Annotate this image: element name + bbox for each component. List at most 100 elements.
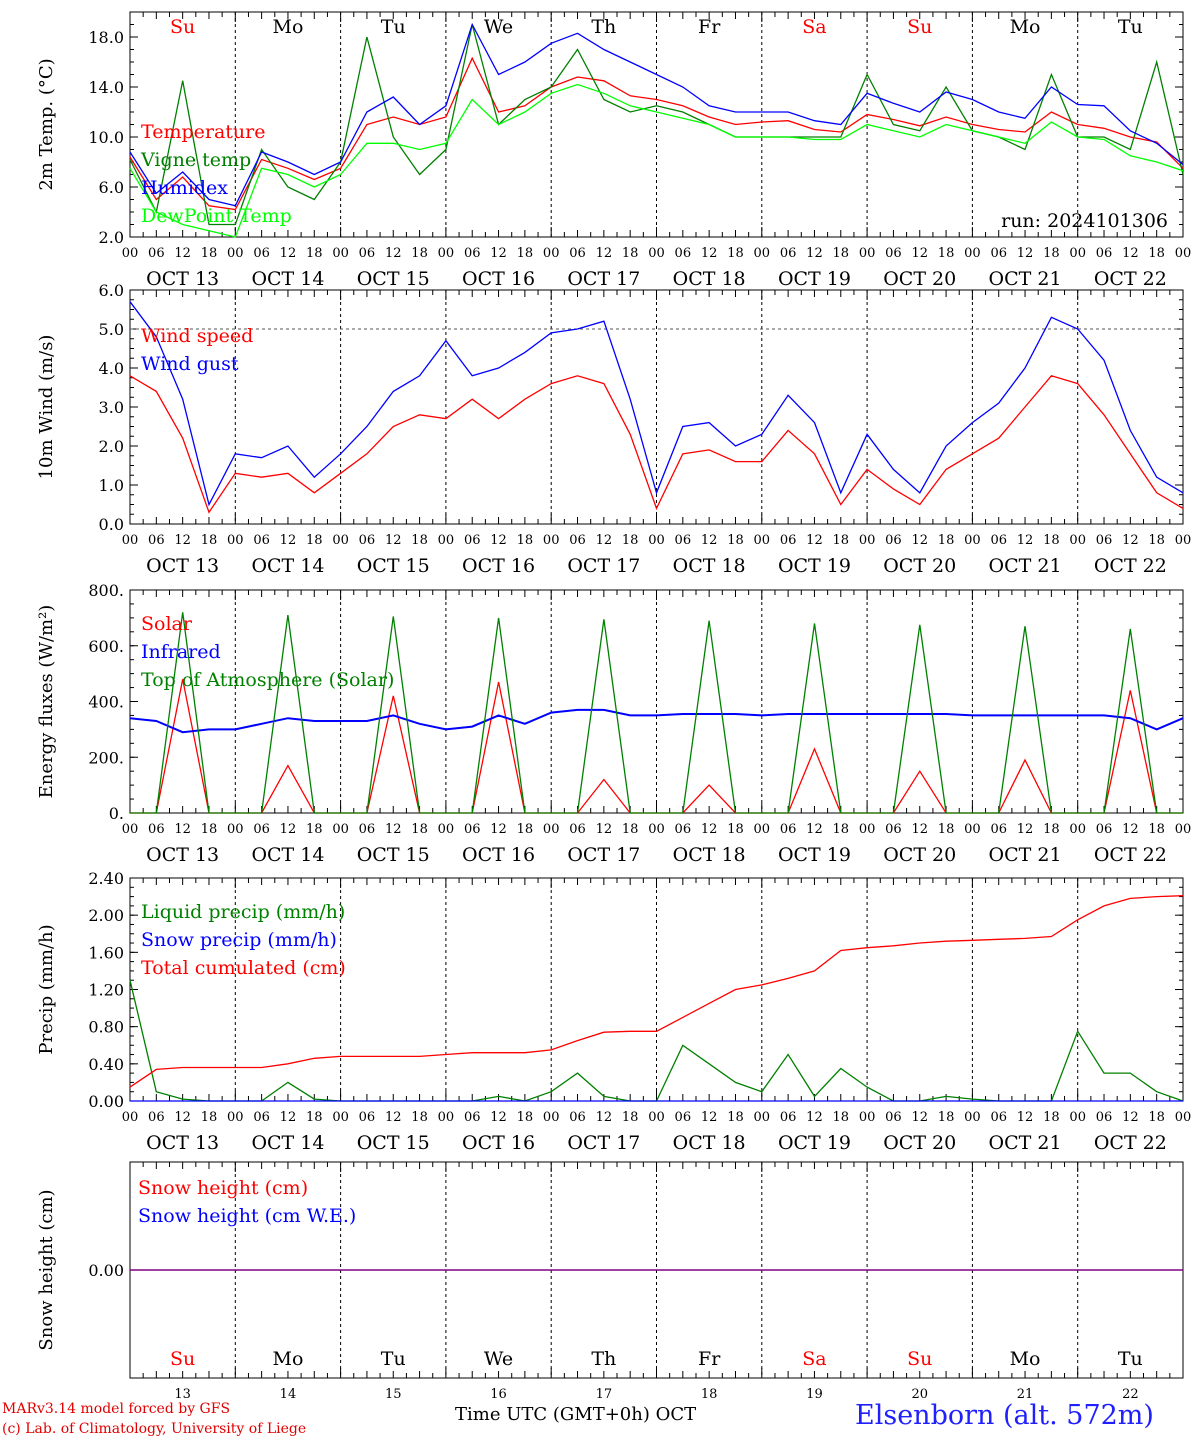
y-tick-label: 0.00	[88, 1261, 124, 1280]
series-line-infrared	[129, 708, 1184, 734]
date-label: OCT 13	[146, 844, 219, 866]
day-name-top: Tu	[381, 16, 406, 38]
hour-tick-label: 18	[938, 533, 955, 548]
hour-tick-label: 12	[1122, 533, 1139, 548]
hour-tick-label: 00	[964, 246, 981, 261]
hour-tick-label: 06	[569, 246, 586, 261]
hour-tick-label: 18	[1043, 533, 1060, 548]
hour-tick-label: 06	[569, 1110, 586, 1125]
day-number: 14	[280, 1387, 297, 1402]
hour-tick-label: 18	[938, 246, 955, 261]
y-tick-label: 600.	[88, 637, 124, 656]
y-tick-label: 14.0	[88, 78, 124, 97]
hour-tick-label: 00	[227, 822, 244, 837]
hour-tick-label: 12	[385, 1110, 402, 1125]
hour-tick-label: 00	[438, 1110, 455, 1125]
hour-tick-label: 18	[622, 822, 639, 837]
day-name-top: Su	[170, 16, 195, 38]
hour-tick-label: 18	[833, 246, 850, 261]
date-label: OCT 14	[251, 1132, 324, 1154]
hour-tick-label: 00	[648, 246, 665, 261]
hour-tick-label: 18	[622, 246, 639, 261]
hour-tick-label: 12	[174, 533, 191, 548]
hour-tick-label: 06	[1096, 246, 1113, 261]
hour-tick-label: 06	[885, 533, 902, 548]
hour-tick-label: 18	[622, 1110, 639, 1125]
series-line-dewpoint-temp	[129, 83, 1184, 238]
day-number: 22	[1122, 1387, 1139, 1402]
legend-entry: DewPoint Temp	[141, 205, 292, 227]
y-tick-label: 2.00	[88, 906, 124, 925]
hour-tick-label: 12	[911, 533, 928, 548]
hour-tick-label: 00	[754, 533, 771, 548]
day-name-bottom: We	[484, 1348, 513, 1370]
y-tick-label: 0.	[109, 804, 124, 823]
date-label: OCT 15	[357, 844, 430, 866]
lab-credit: (c) Lab. of Climatology, University of L…	[2, 1421, 307, 1437]
hour-tick-label: 18	[1148, 822, 1165, 837]
legend-entry: Top of Atmosphere (Solar)	[141, 669, 394, 691]
hour-tick-label: 00	[964, 822, 981, 837]
hour-tick-label: 18	[938, 822, 955, 837]
hour-tick-label: 06	[464, 246, 481, 261]
hour-tick-label: 00	[122, 1110, 139, 1125]
date-label: OCT 16	[462, 268, 535, 290]
hour-tick-label: 00	[122, 533, 139, 548]
series-line-temperature	[129, 56, 1184, 211]
hour-tick-label: 06	[780, 1110, 797, 1125]
hour-tick-label: 06	[885, 1110, 902, 1125]
legend-entry: Total cumulated (cm)	[141, 957, 346, 979]
day-name-bottom: Su	[907, 1348, 932, 1370]
hour-tick-label: 12	[701, 533, 718, 548]
hour-tick-label: 18	[411, 246, 428, 261]
hour-tick-label: 12	[1017, 822, 1034, 837]
hour-tick-label: 12	[490, 246, 507, 261]
hour-tick-label: 18	[833, 822, 850, 837]
date-label: OCT 17	[567, 1132, 640, 1154]
date-label: OCT 21	[989, 555, 1062, 577]
legend-entry: Wind speed	[141, 325, 253, 347]
hour-tick-label: 12	[174, 1110, 191, 1125]
hour-tick-label: 18	[411, 822, 428, 837]
legend-entry: Snow height (cm W.E.)	[138, 1205, 356, 1227]
hour-tick-label: 06	[780, 533, 797, 548]
date-label: OCT 13	[146, 555, 219, 577]
day-name-bottom: Tu	[381, 1348, 406, 1370]
hour-tick-label: 06	[885, 822, 902, 837]
day-name-top: Sa	[802, 16, 826, 38]
date-label: OCT 19	[778, 1132, 851, 1154]
hour-tick-label: 00	[1175, 246, 1192, 261]
hour-tick-label: 12	[385, 246, 402, 261]
hour-tick-label: 00	[1175, 822, 1192, 837]
y-tick-label: 400.	[88, 693, 124, 712]
date-label: OCT 20	[883, 844, 956, 866]
date-label: OCT 22	[1094, 844, 1167, 866]
hour-tick-label: 18	[306, 822, 323, 837]
hour-tick-label: 18	[1148, 246, 1165, 261]
hour-tick-label: 00	[122, 246, 139, 261]
day-number: 16	[490, 1387, 507, 1402]
hour-tick-label: 00	[754, 1110, 771, 1125]
hour-tick-label: 18	[517, 822, 534, 837]
hour-tick-label: 00	[543, 533, 560, 548]
hour-tick-label: 00	[227, 533, 244, 548]
y-tick-label: 1.20	[88, 981, 124, 1000]
day-number: 21	[1017, 1387, 1034, 1402]
y-tick-label: 0.80	[88, 1018, 124, 1037]
date-label: OCT 21	[989, 268, 1062, 290]
model-credit: MARv3.14 model forced by GFS	[2, 1401, 231, 1417]
hour-tick-label: 18	[411, 1110, 428, 1125]
hour-tick-label: 12	[1122, 246, 1139, 261]
legend-entry: Temperature	[141, 121, 265, 143]
y-axis-label: Snow height (cm)	[36, 1189, 57, 1350]
hour-tick-label: 12	[174, 822, 191, 837]
station-name: Elsenborn (alt. 572m)	[855, 1400, 1154, 1431]
hour-tick-label: 00	[648, 533, 665, 548]
legend-entry: Solar	[141, 613, 193, 635]
hour-tick-label: 12	[806, 533, 823, 548]
hour-tick-label: 06	[253, 246, 270, 261]
hour-tick-label: 06	[1096, 822, 1113, 837]
hour-tick-label: 00	[1175, 1110, 1192, 1125]
series-line-vigne-temp	[129, 24, 1184, 226]
